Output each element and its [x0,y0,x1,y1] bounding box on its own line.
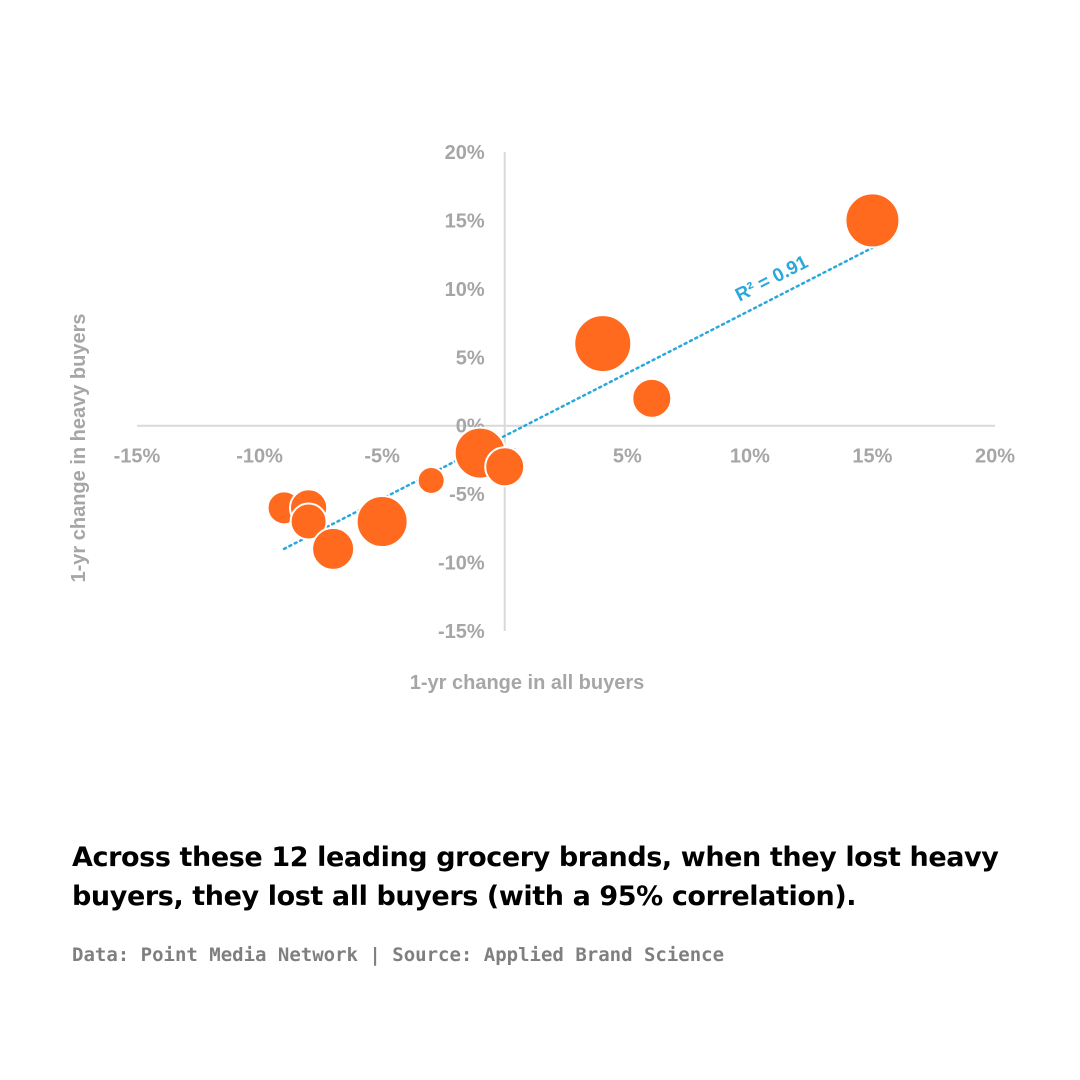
data-bubble [573,314,633,374]
bubble-chart: R² = 0.91 -15%-10%-5%0%5%10%15%20%20%15%… [68,142,1015,694]
y-tick-label: -10% [438,553,485,575]
chart-headline: Across these 12 leading grocery brands, … [72,842,999,912]
source-line: Data: Point Media Network | Source: Appl… [72,944,725,966]
x-axis-title: 1-yr change in all buyers [410,672,645,694]
x-tick-label: -10% [236,446,283,468]
data-bubble [844,192,901,249]
x-tick-label: 20% [975,446,1015,468]
data-bubble [631,377,673,419]
y-axis-title: 1-yr change in heavy buyers [68,313,90,582]
y-tick-label: 5% [456,347,485,369]
x-tick-label: -15% [114,446,161,468]
data-bubble [289,502,328,541]
x-tick-label: -5% [364,446,400,468]
y-tick-label: -5% [449,484,485,506]
y-tick-label: -15% [438,621,485,643]
x-tick-label: 15% [852,446,892,468]
data-bubble [484,446,526,488]
data-bubble [311,526,356,571]
x-tick-label: 5% [613,446,642,468]
data-bubble [416,465,446,495]
y-tick-label: 15% [445,210,485,232]
y-tick-label: 10% [445,279,485,301]
data-bubble [355,495,409,549]
x-tick-label: 10% [730,446,770,468]
y-tick-label: 20% [445,142,485,164]
